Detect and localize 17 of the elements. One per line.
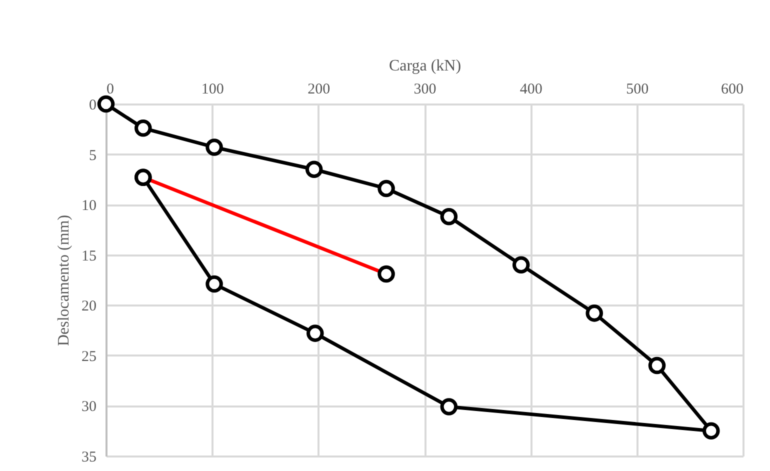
x-axis-title: Carga (kN) bbox=[388, 58, 462, 74]
y-tick-label: 35 bbox=[82, 450, 96, 466]
y-tick-label: 5 bbox=[89, 148, 96, 164]
x-tick-label: 400 bbox=[520, 82, 542, 98]
y-axis-title: Deslocamento (mm) bbox=[56, 214, 72, 346]
x-tick-label: 300 bbox=[414, 82, 436, 98]
y-tick-label: 20 bbox=[82, 298, 96, 315]
y-tick-label: 0 bbox=[89, 98, 96, 114]
x-tick-label: 500 bbox=[626, 82, 649, 98]
x-tick-label: 600 bbox=[721, 82, 744, 98]
x-tick-label: 0 bbox=[106, 82, 114, 98]
x-tick-label: 200 bbox=[308, 82, 330, 98]
y-tick-label: 15 bbox=[82, 248, 96, 264]
y-tick-label: 25 bbox=[82, 348, 96, 365]
y-tick-label: 10 bbox=[82, 198, 96, 214]
y-tick-label: 30 bbox=[82, 399, 96, 416]
x-tick-label: 100 bbox=[201, 82, 224, 98]
